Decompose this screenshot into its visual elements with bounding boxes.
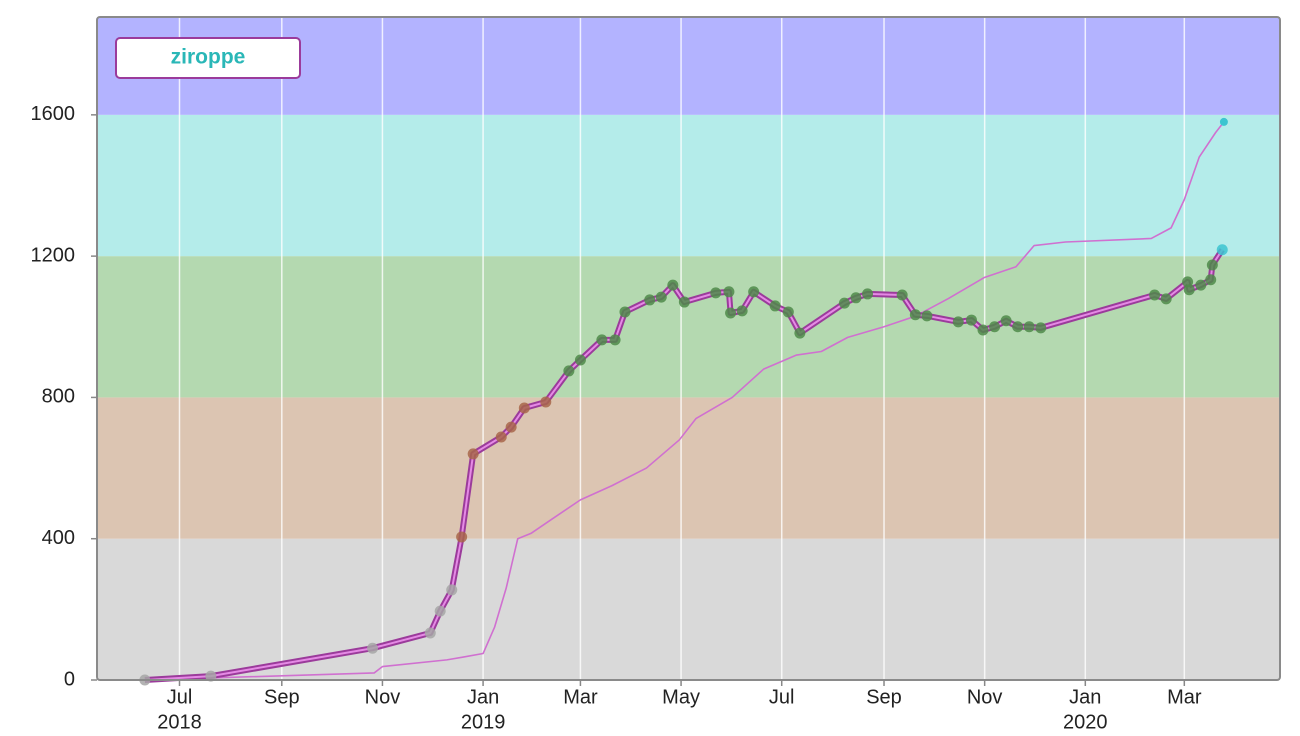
- rating-marker: [540, 396, 552, 408]
- rating-marker: [896, 289, 908, 301]
- rating-marker: [1195, 279, 1207, 291]
- rating-marker: [424, 627, 436, 639]
- rating-marker: [667, 279, 679, 291]
- rating-marker: [1216, 244, 1228, 256]
- rating-marker: [1183, 284, 1195, 296]
- rating-marker: [205, 670, 217, 682]
- legend-box: [115, 37, 301, 79]
- band: [97, 538, 1280, 680]
- plot-frame: [96, 16, 1281, 681]
- x-tick-label: Sep: [866, 686, 902, 708]
- series-line: [144, 121, 1225, 681]
- rating-marker: [794, 327, 806, 339]
- y-tick-label: 1200: [31, 244, 76, 266]
- rating-marker: [655, 291, 667, 303]
- rating-marker: [1035, 322, 1047, 334]
- rating-marker: [456, 531, 468, 543]
- x-tick-label: Nov: [967, 686, 1003, 708]
- y-tick-label: 400: [42, 527, 75, 549]
- rating-bands: [97, 17, 1280, 680]
- rating-marker: [434, 605, 446, 617]
- rating-marker: [467, 448, 479, 460]
- x-tick-label: Jan: [1069, 686, 1101, 708]
- x-tick-label: May: [662, 686, 700, 708]
- rating-marker: [736, 305, 748, 317]
- rating-marker: [782, 306, 794, 318]
- x-tick-label: Nov: [365, 686, 401, 708]
- lines: [139, 117, 1228, 686]
- rating-marker: [710, 287, 722, 299]
- rating-marker: [838, 297, 850, 309]
- series-end-marker: [1219, 117, 1228, 126]
- rating-marker: [367, 642, 379, 654]
- rating-marker: [965, 314, 977, 326]
- x-year-label: 2020: [1063, 711, 1108, 733]
- rating-marker: [678, 296, 690, 308]
- axes: 0 400 800 1200 1600 Jul Sep Nov Jan Mar May Jul Sep N…: [31, 103, 1202, 733]
- rating-marker: [952, 316, 964, 328]
- rating-marker: [505, 421, 517, 433]
- legend-label: ziroppe: [171, 46, 246, 69]
- x-year-label: 2018: [157, 711, 202, 733]
- rating-marker: [1012, 321, 1024, 333]
- rating-marker: [862, 288, 874, 300]
- rating-marker: [977, 324, 989, 336]
- legend: ziroppe: [115, 37, 301, 79]
- rating-marker: [921, 310, 933, 322]
- band: [97, 397, 1280, 539]
- rating-marker: [1023, 321, 1035, 333]
- x-year-label: 2019: [461, 711, 506, 733]
- x-tick-label: Jan: [467, 686, 499, 708]
- rating-marker: [1160, 293, 1172, 305]
- x-tick-label: Jul: [769, 686, 795, 708]
- rating-marker: [1149, 289, 1161, 301]
- rating-marker: [769, 300, 781, 312]
- x-tick-label: Sep: [264, 686, 300, 708]
- rating-marker: [495, 431, 507, 443]
- rating-marker: [619, 306, 631, 318]
- x-tick-label: Jul: [167, 686, 193, 708]
- band: [97, 114, 1280, 257]
- rating-marker: [596, 334, 608, 346]
- rating-marker: [1206, 259, 1218, 271]
- rating-marker: [563, 365, 575, 377]
- rating-marker: [574, 354, 586, 366]
- rating-marker: [909, 309, 921, 321]
- x-tick-label: Mar: [563, 686, 598, 708]
- x-tick-label: Mar: [1167, 686, 1202, 708]
- rating-marker: [850, 292, 862, 304]
- grid: [178, 17, 1186, 680]
- rating-marker: [446, 584, 458, 596]
- y-tick-label: 1600: [31, 103, 76, 125]
- rating-marker: [989, 321, 1001, 333]
- rating-marker: [1205, 274, 1217, 286]
- rating-marker: [609, 334, 621, 346]
- y-tick-label: 0: [64, 668, 75, 690]
- rating-marker: [723, 286, 735, 298]
- rating-marker: [725, 307, 737, 319]
- y-tick-label: 800: [42, 386, 75, 408]
- band: [97, 256, 1280, 398]
- rating-marker: [518, 402, 530, 414]
- rating-marker: [644, 294, 656, 306]
- rating-marker: [748, 286, 760, 298]
- rating-marker: [1000, 315, 1012, 327]
